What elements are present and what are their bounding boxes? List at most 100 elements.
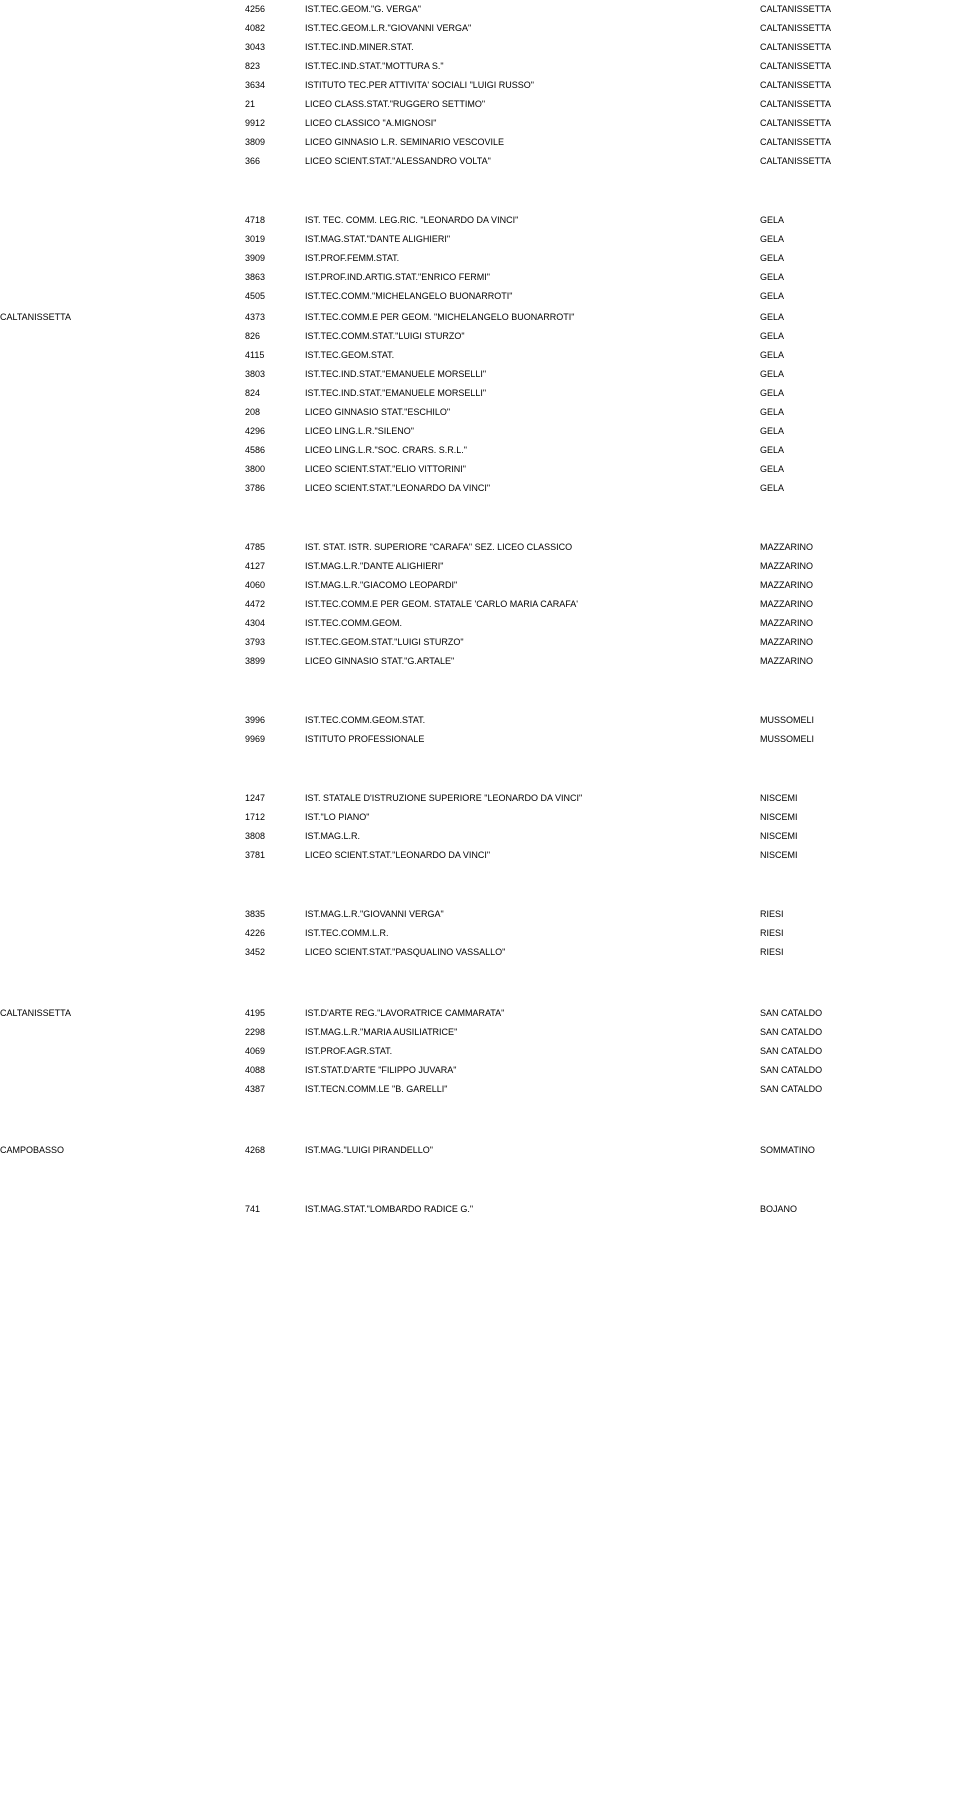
cell-city: MAZZARINO	[760, 656, 960, 666]
cell-city: CALTANISSETTA	[760, 42, 960, 52]
region-label: CAMPOBASSO	[0, 1145, 64, 1155]
group-spacer	[0, 1103, 960, 1143]
cell-code: 4718	[0, 215, 305, 225]
cell-city: GELA	[760, 464, 960, 474]
cell-code: 4785	[0, 542, 305, 552]
cell-name: LICEO GINNASIO L.R. SEMINARIO VESCOVILE	[305, 137, 760, 147]
cell-name: IST.TEC.COMM."MICHELANGELO BUONARROTI"	[305, 291, 760, 301]
region-label-row: CALTANISSETTA	[0, 1006, 960, 1008]
group-spacer	[0, 1164, 960, 1204]
cell-code: 4387	[0, 1084, 305, 1094]
cell-name: IST.TEC.IND.STAT."MOTTURA S."	[305, 61, 760, 71]
cell-code: 4060	[0, 580, 305, 590]
table-row: 4115IST.TEC.GEOM.STAT.GELA	[0, 350, 960, 369]
table-row: 823IST.TEC.IND.STAT."MOTTURA S."CALTANIS…	[0, 61, 960, 80]
cell-name: LICEO GINNASIO STAT."ESCHILO"	[305, 407, 760, 417]
cell-city: MUSSOMELI	[760, 715, 960, 725]
table-row: 3809LICEO GINNASIO L.R. SEMINARIO VESCOV…	[0, 137, 960, 156]
cell-code: 4115	[0, 350, 305, 360]
cell-city: GELA	[760, 369, 960, 379]
table-row: 3800LICEO SCIENT.STAT."ELIO VITTORINI"GE…	[0, 464, 960, 483]
cell-name: IST.MAG."LUIGI PIRANDELLO"	[305, 1145, 760, 1155]
table-row: 3781LICEO SCIENT.STAT."LEONARDO DA VINCI…	[0, 850, 960, 869]
document-root: 4256IST.TEC.GEOM."G. VERGA"CALTANISSETTA…	[0, 4, 960, 1223]
cell-city: GELA	[760, 312, 960, 322]
cell-code: 823	[0, 61, 305, 71]
cell-name: IST. STATALE D'ISTRUZIONE SUPERIORE "LEO…	[305, 793, 760, 803]
cell-name: LICEO SCIENT.STAT."LEONARDO DA VINCI"	[305, 850, 760, 860]
cell-code: 3808	[0, 831, 305, 841]
cell-city: GELA	[760, 215, 960, 225]
table-row: 3019IST.MAG.STAT."DANTE ALIGHIERI"GELA	[0, 234, 960, 253]
table-row: 3899LICEO GINNASIO STAT."G.ARTALE"MAZZAR…	[0, 656, 960, 675]
cell-city: GELA	[760, 253, 960, 263]
cell-name: IST.PROF.IND.ARTIG.STAT."ENRICO FERMI"	[305, 272, 760, 282]
cell-city: GELA	[760, 407, 960, 417]
cell-code: 3800	[0, 464, 305, 474]
cell-name: IST.TEC.COMM.GEOM.	[305, 618, 760, 628]
cell-city: SAN CATALDO	[760, 1084, 960, 1094]
group-spacer	[0, 675, 960, 715]
cell-city: MUSSOMELI	[760, 734, 960, 744]
table-row: 2298IST.MAG.L.R."MARIA AUSILIATRICE"SAN …	[0, 1027, 960, 1046]
table-row: 4718IST. TEC. COMM. LEG.RIC. "LEONARDO D…	[0, 215, 960, 234]
group-spacer	[0, 869, 960, 909]
region-label: CALTANISSETTA	[0, 1008, 71, 1018]
table-row: 1712IST."LO PIANO"NISCEMI	[0, 812, 960, 831]
cell-city: SOMMATINO	[760, 1145, 960, 1155]
cell-city: GELA	[760, 426, 960, 436]
cell-code: 3452	[0, 947, 305, 957]
cell-name: IST.MAG.STAT."LOMBARDO RADICE G."	[305, 1204, 760, 1214]
table-row: 4304IST.TEC.COMM.GEOM.MAZZARINO	[0, 618, 960, 637]
cell-city: NISCEMI	[760, 812, 960, 822]
table-row: 3452LICEO SCIENT.STAT."PASQUALINO VASSAL…	[0, 947, 960, 966]
cell-code: 208	[0, 407, 305, 417]
cell-city: GELA	[760, 291, 960, 301]
cell-city: NISCEMI	[760, 850, 960, 860]
cell-city: GELA	[760, 388, 960, 398]
table-row: 3909IST.PROF.FEMM.STAT.GELA	[0, 253, 960, 272]
cell-name: LICEO SCIENT.STAT."PASQUALINO VASSALLO"	[305, 947, 760, 957]
cell-name: IST.STAT.D'ARTE "FILIPPO JUVARA"	[305, 1065, 760, 1075]
table-row: 4088IST.STAT.D'ARTE "FILIPPO JUVARA"SAN …	[0, 1065, 960, 1084]
cell-name: IST.TEC.COMM.E PER GEOM. "MICHELANGELO B…	[305, 312, 760, 322]
cell-city: CALTANISSETTA	[760, 4, 960, 14]
cell-city: CALTANISSETTA	[760, 23, 960, 33]
cell-code: 4505	[0, 291, 305, 301]
cell-code: 741	[0, 1204, 305, 1214]
cell-city: CALTANISSETTA	[760, 61, 960, 71]
cell-city: CALTANISSETTA	[760, 137, 960, 147]
cell-code: 3809	[0, 137, 305, 147]
cell-city: CALTANISSETTA	[760, 80, 960, 90]
cell-code: 4226	[0, 928, 305, 938]
cell-name: IST.D'ARTE REG."LAVORATRICE CAMMARATA"	[305, 1008, 760, 1018]
cell-name: IST.MAG.L.R."GIACOMO LEOPARDI"	[305, 580, 760, 590]
cell-code: 1247	[0, 793, 305, 803]
table-row: 4195IST.D'ARTE REG."LAVORATRICE CAMMARAT…	[0, 1008, 960, 1027]
cell-code: 3019	[0, 234, 305, 244]
cell-code: 4472	[0, 599, 305, 609]
cell-city: GELA	[760, 483, 960, 493]
cell-name: IST.MAG.L.R."GIOVANNI VERGA"	[305, 909, 760, 919]
cell-name: IST.TEC.GEOM.STAT."LUIGI STURZO"	[305, 637, 760, 647]
table-row: 824IST.TEC.IND.STAT."EMANUELE MORSELLI"G…	[0, 388, 960, 407]
cell-name: IST.TEC.IND.MINER.STAT.	[305, 42, 760, 52]
cell-code: 824	[0, 388, 305, 398]
cell-city: NISCEMI	[760, 793, 960, 803]
table-row: 4472IST.TEC.COMM.E PER GEOM. STATALE 'CA…	[0, 599, 960, 618]
cell-city: GELA	[760, 234, 960, 244]
cell-name: ISTITUTO TEC.PER ATTIVITA' SOCIALI "LUIG…	[305, 80, 760, 90]
table-row: 4373IST.TEC.COMM.E PER GEOM. "MICHELANGE…	[0, 312, 960, 331]
cell-name: LICEO CLASS.STAT."RUGGERO SETTIMO"	[305, 99, 760, 109]
table-row: 4785IST. STAT. ISTR. SUPERIORE "CARAFA" …	[0, 542, 960, 561]
cell-code: 9969	[0, 734, 305, 744]
cell-name: IST.TEC.COMM.E PER GEOM. STATALE 'CARLO …	[305, 599, 760, 609]
table-row: 9912LICEO CLASSICO "A.MIGNOSI"CALTANISSE…	[0, 118, 960, 137]
cell-city: SAN CATALDO	[760, 1027, 960, 1037]
cell-code: 2298	[0, 1027, 305, 1037]
cell-name: LICEO SCIENT.STAT."ALESSANDRO VOLTA"	[305, 156, 760, 166]
table-row: 4256IST.TEC.GEOM."G. VERGA"CALTANISSETTA	[0, 4, 960, 23]
table-row: 208LICEO GINNASIO STAT."ESCHILO"GELA	[0, 407, 960, 426]
cell-city: RIESI	[760, 909, 960, 919]
cell-city: MAZZARINO	[760, 542, 960, 552]
